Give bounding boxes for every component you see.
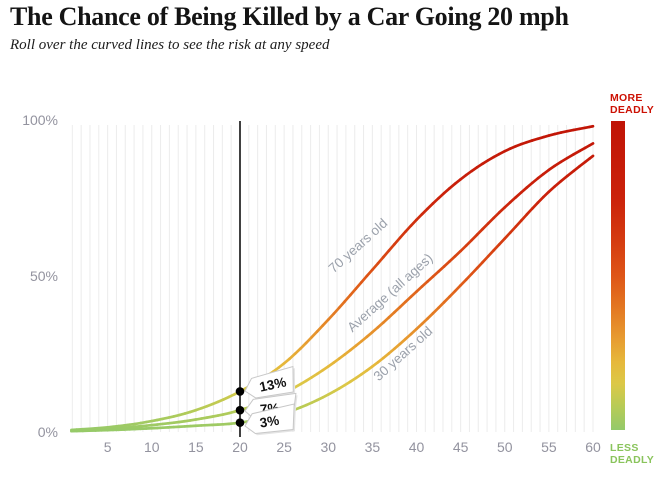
curve-segment [326, 312, 336, 322]
tag-label: 13% [258, 374, 288, 394]
chart-header: The Chance of Being Killed by a Car Goin… [10, 2, 655, 54]
deadliness-gradient-bar [611, 121, 625, 430]
y-tick-label: 50% [30, 268, 58, 284]
less-deadly-label: LESS DEADLY [610, 442, 654, 466]
curve-segment [332, 306, 341, 316]
curve-segment [354, 281, 363, 291]
y-axis-labels: 0% 50% 100% [22, 112, 58, 440]
y-tick-label: 100% [22, 112, 58, 128]
x-tick-label: 45 [453, 439, 469, 455]
gridlines [71, 125, 594, 432]
curve-segment [508, 225, 518, 234]
x-tick-label: 30 [320, 439, 336, 455]
curve-segment [337, 300, 347, 309]
curve-segment [393, 236, 402, 246]
curve-segment [365, 268, 374, 278]
x-tick-label: 25 [276, 439, 292, 455]
more-deadly-label: MORE DEADLY [610, 92, 654, 116]
data-point-dot [235, 387, 245, 396]
x-tick-label: 20 [232, 439, 248, 455]
curve-segment [588, 154, 595, 160]
curve-segment [382, 249, 391, 259]
x-tick-label: 40 [409, 439, 425, 455]
curve-segment [525, 207, 534, 216]
curve-segment [553, 179, 563, 188]
tag-shape [244, 365, 294, 399]
callout-tag-30-years-old: 3% [244, 403, 296, 436]
x-tick-label: 15 [188, 439, 204, 455]
curve-label-70-years-old: 70 years old [326, 215, 391, 275]
curve-segment [514, 219, 523, 228]
curve-segment [376, 255, 385, 265]
curve-segment [588, 124, 595, 129]
x-axis-labels: 5 10 15 20 25 30 35 40 45 50 55 60 [104, 439, 601, 455]
tag-label: 3% [259, 413, 281, 431]
x-tick-label: 55 [541, 439, 557, 455]
curve-segment [404, 224, 413, 234]
y-tick-label: 0% [38, 424, 58, 440]
x-tick-label: 35 [365, 439, 381, 455]
x-tick-label: 10 [144, 439, 160, 455]
curve-segment [559, 174, 569, 183]
data-point-dot [235, 418, 245, 427]
curve-70-years-old[interactable] [70, 124, 595, 432]
curve-segment [588, 142, 595, 147]
page-subtitle: Roll over the curved lines to see the ri… [10, 36, 330, 53]
x-tick-label: 60 [585, 439, 601, 455]
callout-tag-70-years-old: 13% [244, 365, 296, 400]
x-tick-label: 5 [104, 439, 112, 455]
data-point-dot [235, 405, 245, 415]
curve-average-all-ages[interactable] [70, 142, 595, 433]
tag-shape [244, 403, 295, 434]
curve-segment [359, 274, 369, 284]
page-title: The Chance of Being Killed by a Car Goin… [10, 2, 569, 31]
curve-segment [348, 287, 358, 297]
x-tick-label: 50 [497, 439, 513, 455]
curve-segment [398, 230, 407, 240]
curve-segment [387, 242, 396, 252]
curve-segment [371, 262, 380, 272]
curve-segment [343, 293, 352, 303]
curve-segment [519, 213, 529, 222]
